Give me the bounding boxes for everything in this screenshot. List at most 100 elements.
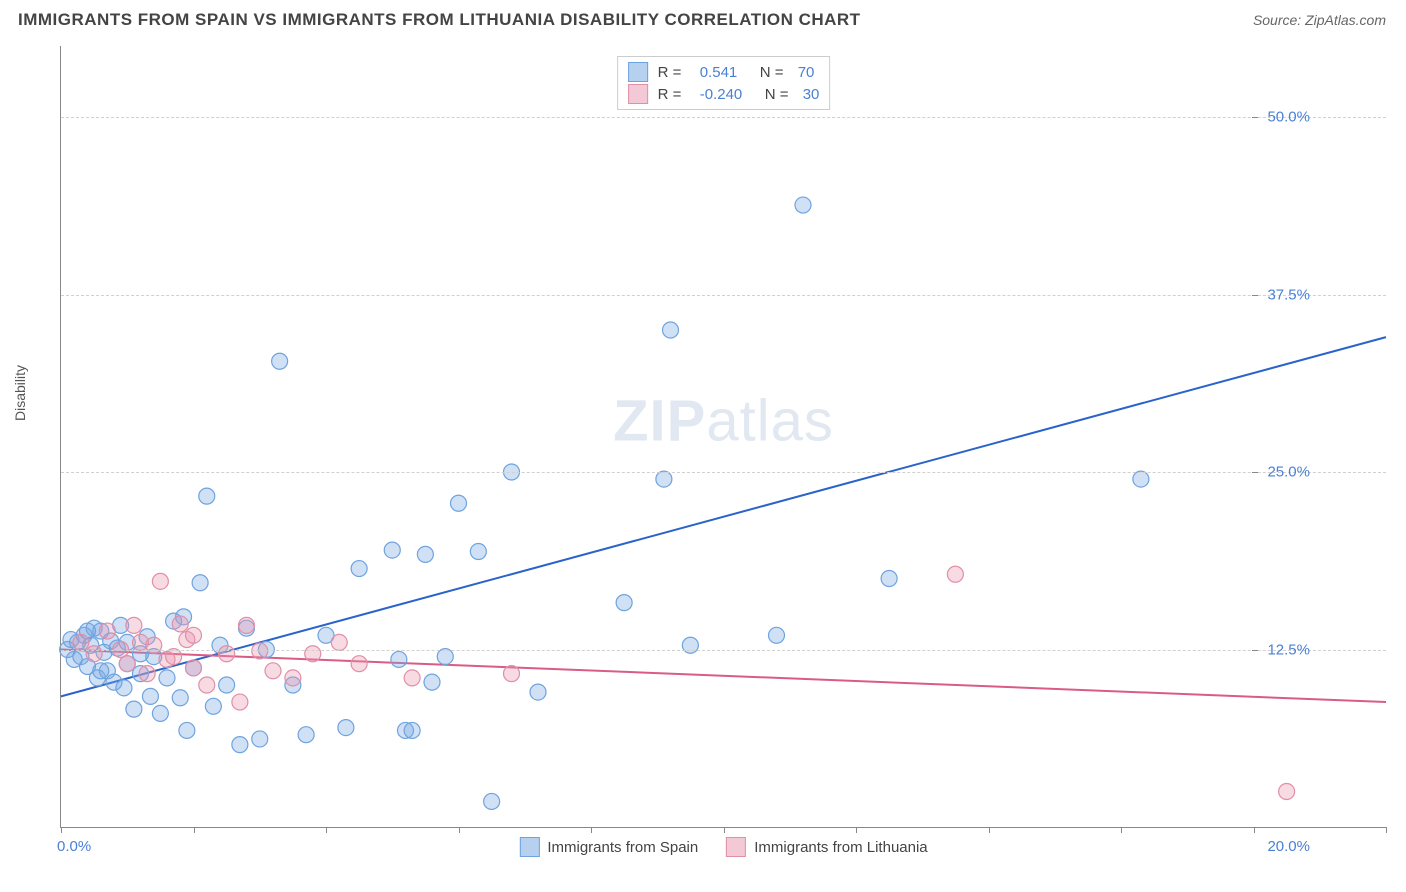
data-point (484, 793, 500, 809)
data-point (470, 544, 486, 560)
data-point (73, 634, 89, 650)
data-point (142, 688, 158, 704)
data-point (1279, 784, 1295, 800)
data-point (947, 566, 963, 582)
data-point (219, 677, 235, 693)
x-tick (856, 827, 857, 833)
gridline (61, 117, 1386, 118)
data-point (192, 575, 208, 591)
data-point (252, 731, 268, 747)
data-point (199, 677, 215, 693)
data-point (205, 698, 221, 714)
x-tick (989, 827, 990, 833)
scatter-points (61, 46, 1386, 827)
data-point (86, 646, 102, 662)
data-point (119, 656, 135, 672)
x-tick (326, 827, 327, 833)
gridline (61, 295, 1386, 296)
legend-swatch (628, 62, 648, 82)
data-point (172, 690, 188, 706)
x-tick (724, 827, 725, 833)
data-point (437, 649, 453, 665)
y-tick (1252, 295, 1258, 296)
legend-label: Immigrants from Spain (547, 839, 698, 856)
data-point (285, 670, 301, 686)
y-tick-label: 25.0% (1267, 464, 1310, 481)
y-tick-label: 37.5% (1267, 286, 1310, 303)
data-point (530, 684, 546, 700)
x-axis-max-label: 20.0% (1267, 838, 1310, 855)
legend-swatch (519, 837, 539, 857)
legend-item: Immigrants from Lithuania (726, 837, 927, 857)
data-point (656, 471, 672, 487)
r-label: R = (658, 86, 690, 103)
gridline (61, 650, 1386, 651)
data-point (99, 623, 115, 639)
data-point (139, 666, 155, 682)
chart-container: Disability ZIPatlas R = 0.541 N = 70R = … (18, 40, 1388, 862)
data-point (186, 627, 202, 643)
r-label: R = (658, 64, 690, 81)
y-tick-label: 50.0% (1267, 109, 1310, 126)
data-point (116, 680, 132, 696)
data-point (417, 546, 433, 562)
legend-label: Immigrants from Lithuania (754, 839, 927, 856)
r-value: 0.541 (700, 64, 738, 81)
correlation-legend: R = 0.541 N = 70R = -0.240 N = 30 (617, 56, 831, 110)
data-point (391, 651, 407, 667)
data-point (616, 595, 632, 611)
x-tick (1386, 827, 1387, 833)
data-point (682, 637, 698, 653)
x-tick (459, 827, 460, 833)
data-point (404, 722, 420, 738)
data-point (272, 353, 288, 369)
data-point (404, 670, 420, 686)
data-point (384, 542, 400, 558)
n-value: 30 (803, 86, 820, 103)
data-point (265, 663, 281, 679)
data-point (93, 663, 109, 679)
legend-row: R = 0.541 N = 70 (628, 61, 820, 83)
data-point (146, 637, 162, 653)
data-point (351, 656, 367, 672)
y-axis-label: Disability (12, 365, 28, 421)
data-point (881, 571, 897, 587)
legend-swatch (726, 837, 746, 857)
data-point (1133, 471, 1149, 487)
data-point (199, 488, 215, 504)
data-point (126, 617, 142, 633)
data-point (152, 573, 168, 589)
data-point (504, 666, 520, 682)
n-value: 70 (798, 64, 815, 81)
series-legend: Immigrants from Spain Immigrants from Lit… (519, 837, 927, 857)
x-tick (194, 827, 195, 833)
data-point (232, 694, 248, 710)
data-point (232, 737, 248, 753)
x-tick (61, 827, 62, 833)
plot-area: ZIPatlas R = 0.541 N = 70R = -0.240 N = … (60, 46, 1386, 828)
n-label: N = (752, 86, 792, 103)
data-point (252, 643, 268, 659)
data-point (351, 561, 367, 577)
data-point (298, 727, 314, 743)
data-point (795, 197, 811, 213)
x-tick (1254, 827, 1255, 833)
data-point (172, 616, 188, 632)
data-point (126, 701, 142, 717)
legend-row: R = -0.240 N = 30 (628, 83, 820, 105)
data-point (219, 646, 235, 662)
data-point (239, 617, 255, 633)
y-tick (1252, 472, 1258, 473)
data-point (305, 646, 321, 662)
legend-swatch (628, 84, 648, 104)
data-point (166, 649, 182, 665)
data-point (159, 670, 175, 686)
y-tick (1252, 117, 1258, 118)
data-point (338, 720, 354, 736)
chart-title: IMMIGRANTS FROM SPAIN VS IMMIGRANTS FROM… (18, 10, 861, 30)
y-tick-label: 12.5% (1267, 641, 1310, 658)
legend-item: Immigrants from Spain (519, 837, 698, 857)
data-point (331, 634, 347, 650)
data-point (451, 495, 467, 511)
x-tick (591, 827, 592, 833)
